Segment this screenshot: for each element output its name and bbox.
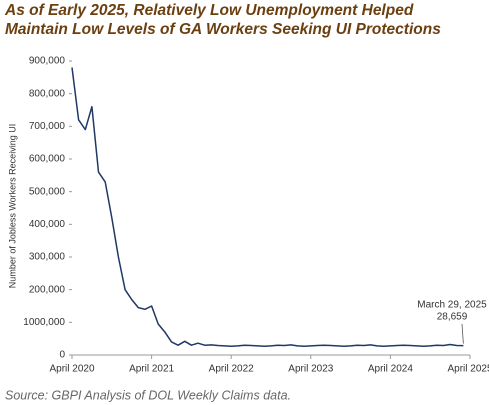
y-tick-label: 200,000 [29,284,66,295]
annotation: 28,659 [437,312,468,323]
x-tick-label: April 2025 [447,364,489,375]
source: Source: GBPI Analysis of DOL Weekly Clai… [5,388,291,402]
y-tick-label: 800,000 [29,88,66,99]
y-tick-label: 700,000 [29,121,66,132]
y-tick-label: 600,000 [29,154,66,165]
annotation-leader [461,323,464,344]
y-tick-label: 500,000 [29,186,66,197]
chart-title: As of Early 2025, Relatively Low Unemplo… [4,2,414,19]
y-tick-label: 0 [59,350,65,361]
y-tick-label: 1000,000 [23,317,65,328]
line-series [71,67,464,347]
y-tick-label: 900,000 [29,56,66,67]
annotation: March 29, 2025 [417,300,487,311]
chart-title: Maintain Low Levels of GA Workers Seekin… [5,21,441,38]
x-tick-label: April 2020 [49,364,94,375]
y-tick-label: 300,000 [29,252,66,263]
x-tick-label: April 2023 [288,364,333,375]
y-tick-label: 400,000 [29,219,66,230]
y-axis-label: Number of Jobless Workers Receiving UI [7,124,17,288]
x-tick-label: April 2021 [129,364,174,375]
x-tick-label: April 2024 [368,364,413,375]
x-tick-label: April 2022 [209,364,254,375]
